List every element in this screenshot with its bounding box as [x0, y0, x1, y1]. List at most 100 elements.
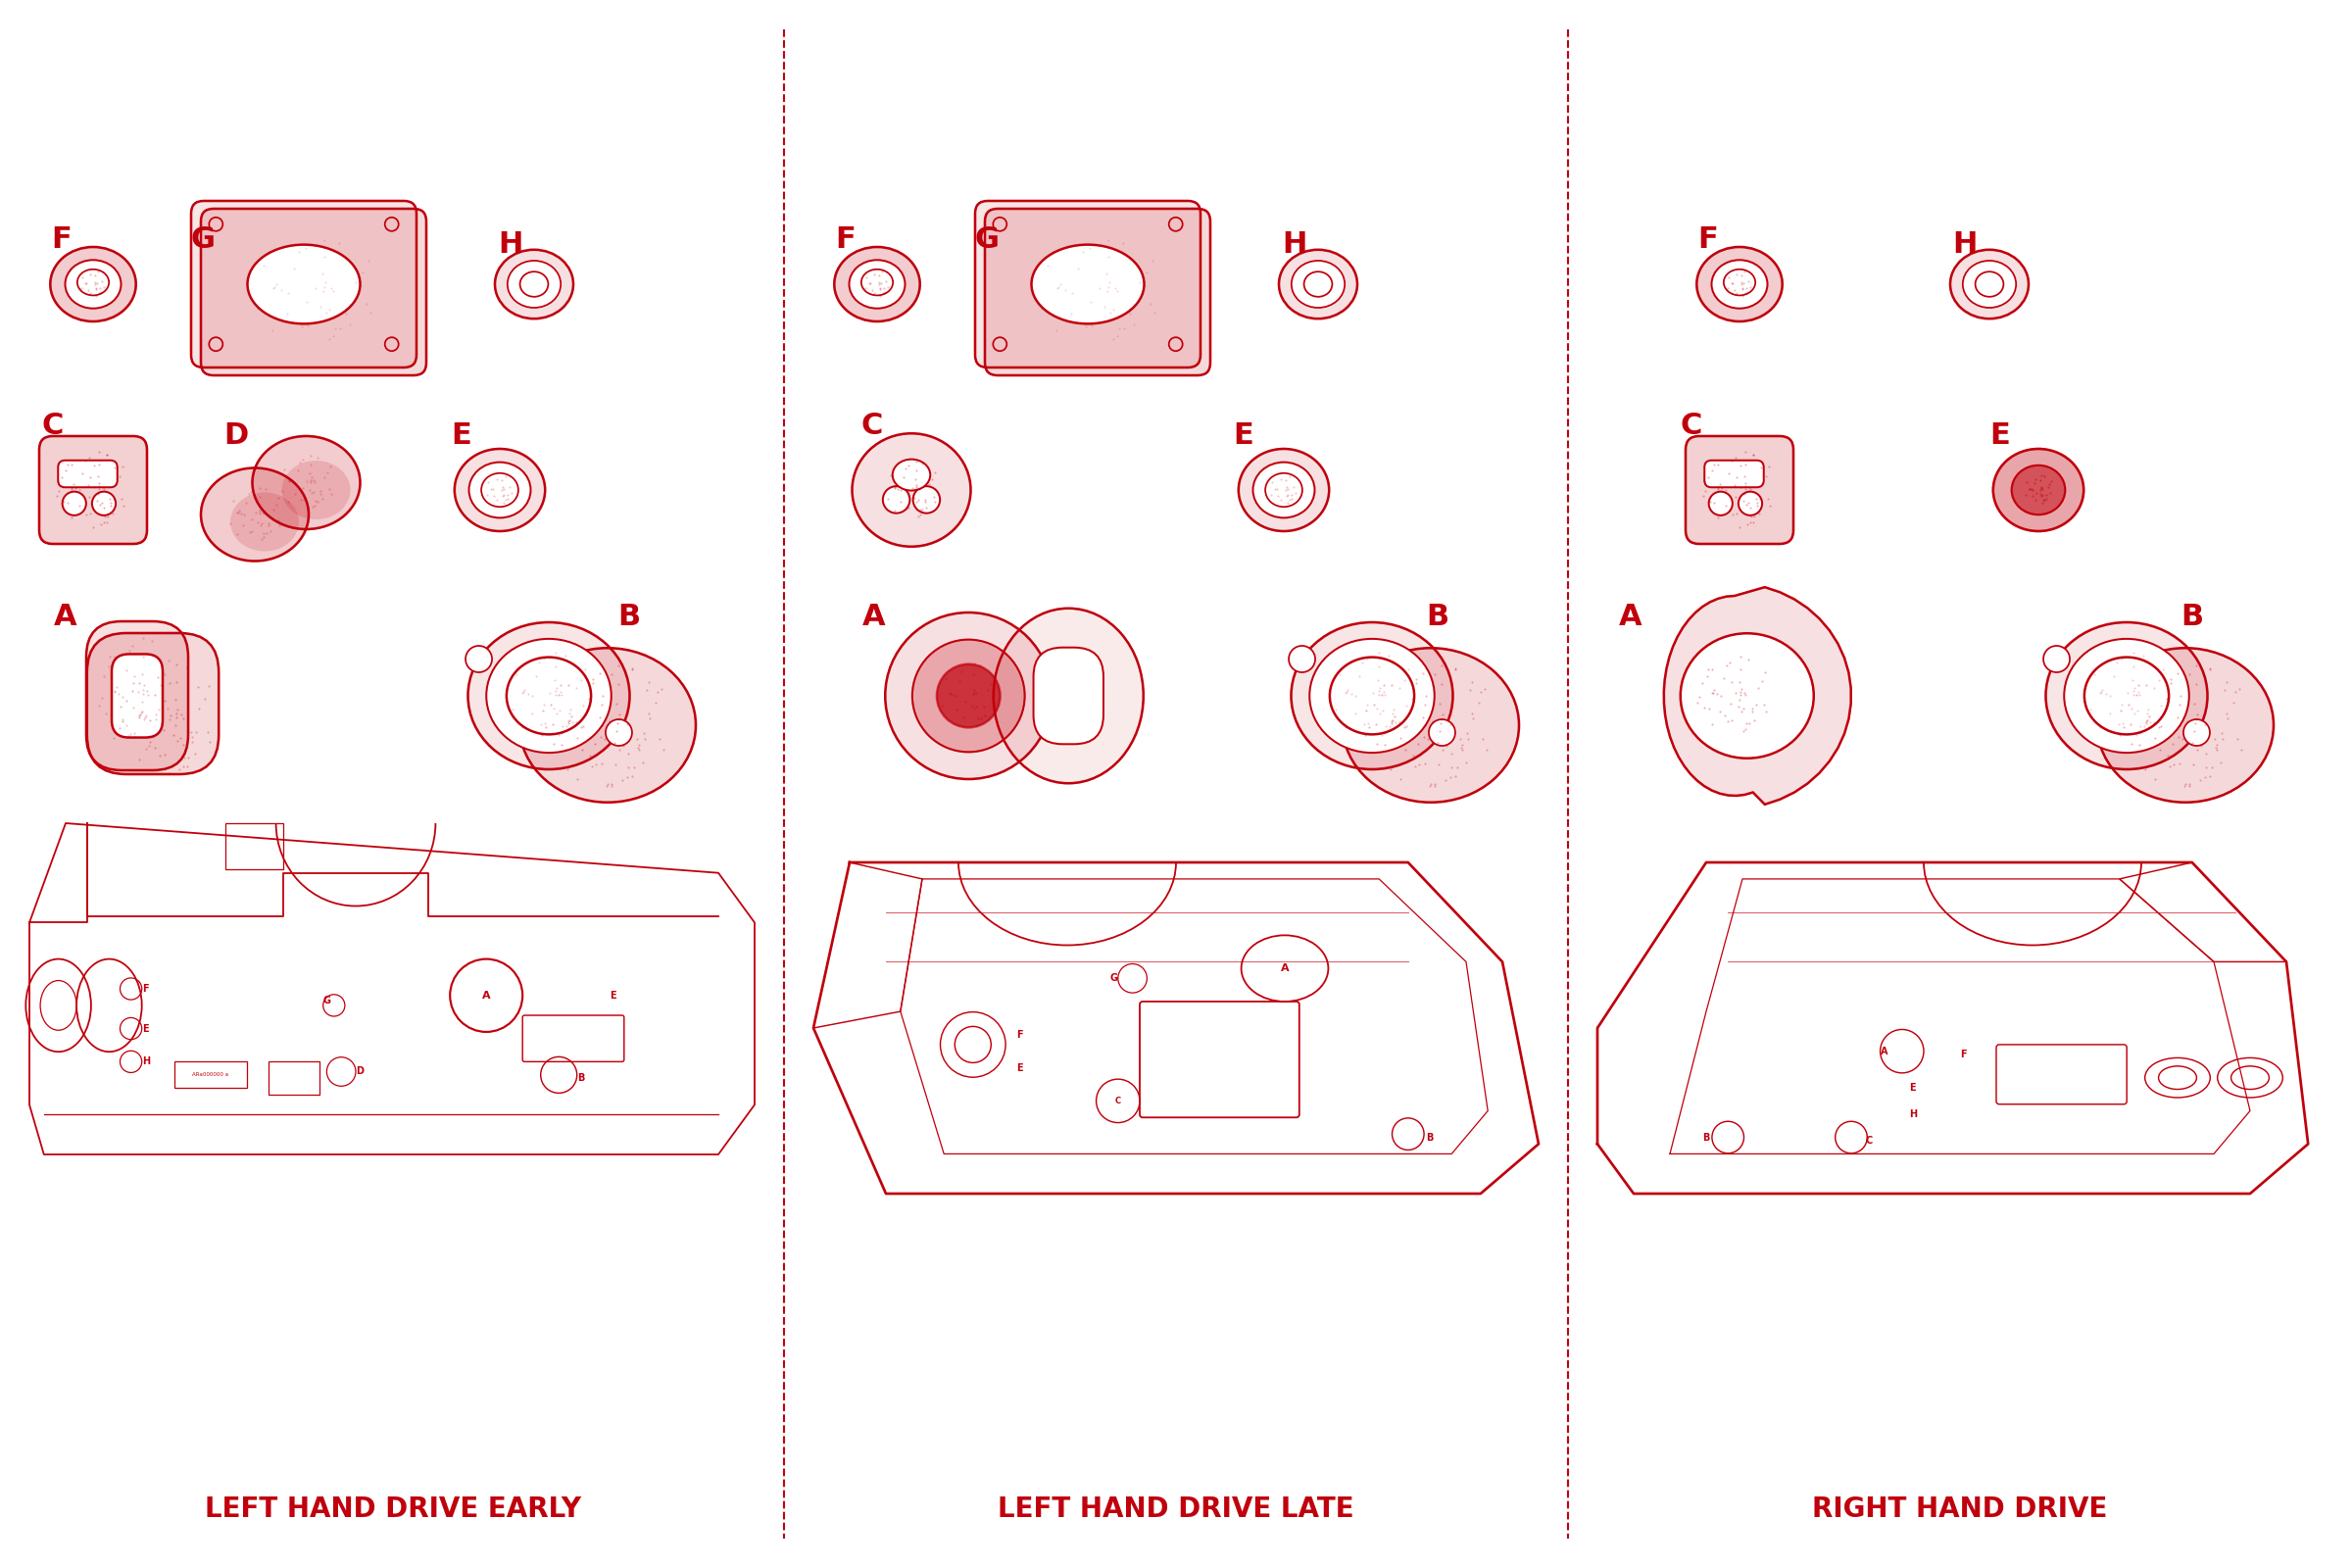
FancyBboxPatch shape: [113, 654, 162, 737]
Ellipse shape: [1279, 249, 1357, 318]
FancyBboxPatch shape: [1686, 436, 1795, 544]
Text: D: D: [223, 422, 249, 450]
Circle shape: [2044, 646, 2070, 673]
Ellipse shape: [891, 459, 931, 491]
Ellipse shape: [282, 461, 350, 519]
Text: C: C: [1682, 411, 1703, 441]
Ellipse shape: [1265, 474, 1303, 506]
Ellipse shape: [506, 657, 590, 734]
FancyBboxPatch shape: [191, 201, 416, 367]
Ellipse shape: [2011, 466, 2065, 514]
Text: A: A: [863, 602, 887, 630]
Text: C: C: [1115, 1096, 1122, 1105]
Text: B: B: [576, 1074, 583, 1083]
Text: F: F: [1698, 226, 1717, 254]
Circle shape: [913, 486, 941, 513]
Text: E: E: [141, 1024, 148, 1033]
Text: C: C: [1865, 1135, 1872, 1146]
Ellipse shape: [913, 640, 1025, 753]
Text: H: H: [1952, 230, 1978, 259]
Text: F: F: [1016, 1030, 1023, 1040]
Ellipse shape: [200, 467, 308, 561]
Circle shape: [64, 492, 87, 516]
FancyBboxPatch shape: [200, 209, 426, 375]
Text: LEFT HAND DRIVE EARLY: LEFT HAND DRIVE EARLY: [205, 1496, 581, 1523]
Ellipse shape: [1976, 271, 2004, 296]
Polygon shape: [1663, 586, 1851, 804]
Text: A: A: [1618, 602, 1642, 630]
Ellipse shape: [49, 246, 136, 321]
Circle shape: [1428, 720, 1456, 746]
Ellipse shape: [1254, 463, 1315, 517]
Ellipse shape: [230, 492, 299, 552]
Ellipse shape: [849, 260, 906, 309]
Ellipse shape: [1712, 260, 1766, 309]
FancyBboxPatch shape: [976, 201, 1200, 367]
FancyBboxPatch shape: [1705, 461, 1764, 488]
Text: D: D: [355, 1066, 365, 1077]
Ellipse shape: [508, 260, 560, 307]
Ellipse shape: [252, 436, 360, 530]
Text: LEFT HAND DRIVE LATE: LEFT HAND DRIVE LATE: [997, 1496, 1355, 1523]
Ellipse shape: [1343, 648, 1519, 803]
Ellipse shape: [835, 246, 920, 321]
Ellipse shape: [1291, 260, 1345, 307]
Ellipse shape: [1724, 270, 1755, 295]
Ellipse shape: [2065, 638, 2190, 753]
Text: G: G: [322, 996, 332, 1005]
Circle shape: [1710, 492, 1733, 516]
FancyBboxPatch shape: [1033, 648, 1103, 745]
Text: A: A: [54, 602, 78, 630]
Text: H: H: [1910, 1109, 1917, 1120]
Ellipse shape: [520, 648, 696, 803]
Ellipse shape: [1696, 246, 1783, 321]
Ellipse shape: [1291, 622, 1454, 770]
Circle shape: [1289, 646, 1315, 673]
Text: F: F: [835, 226, 856, 254]
FancyBboxPatch shape: [985, 209, 1211, 375]
Ellipse shape: [1303, 271, 1331, 296]
Text: G: G: [976, 226, 1000, 254]
Ellipse shape: [2098, 648, 2274, 803]
Text: E: E: [1016, 1063, 1023, 1073]
Ellipse shape: [468, 463, 532, 517]
Ellipse shape: [1962, 260, 2016, 307]
FancyBboxPatch shape: [87, 633, 219, 775]
Ellipse shape: [247, 245, 360, 323]
Ellipse shape: [78, 270, 108, 295]
Text: A: A: [1279, 963, 1289, 974]
Ellipse shape: [1033, 245, 1143, 323]
Text: E: E: [1910, 1083, 1917, 1093]
Ellipse shape: [494, 249, 574, 318]
Ellipse shape: [2084, 657, 2169, 734]
Circle shape: [882, 486, 910, 513]
Ellipse shape: [1679, 633, 1813, 759]
Text: B: B: [1425, 1132, 1432, 1142]
Text: H: H: [1282, 230, 1308, 259]
Text: G: G: [1110, 974, 1117, 983]
Text: E: E: [1232, 422, 1254, 450]
FancyBboxPatch shape: [87, 621, 188, 770]
Circle shape: [604, 720, 633, 746]
Ellipse shape: [454, 448, 546, 532]
Ellipse shape: [66, 260, 120, 309]
FancyBboxPatch shape: [40, 436, 146, 544]
Text: A: A: [1879, 1046, 1889, 1057]
Text: C: C: [42, 411, 64, 441]
Text: ARa000000 a: ARa000000 a: [193, 1073, 228, 1077]
Text: RIGHT HAND DRIVE: RIGHT HAND DRIVE: [1811, 1496, 2107, 1523]
Text: E: E: [452, 422, 470, 450]
Ellipse shape: [1992, 448, 2084, 532]
Text: B: B: [616, 602, 640, 630]
Text: G: G: [191, 226, 216, 254]
Circle shape: [2183, 720, 2211, 746]
Ellipse shape: [1329, 657, 1414, 734]
Ellipse shape: [2046, 622, 2209, 770]
Text: A: A: [482, 991, 492, 1000]
Ellipse shape: [520, 271, 548, 296]
Text: F: F: [52, 226, 71, 254]
Ellipse shape: [884, 613, 1051, 779]
Circle shape: [92, 492, 115, 516]
Ellipse shape: [1310, 638, 1435, 753]
Text: B: B: [1703, 1132, 1710, 1142]
